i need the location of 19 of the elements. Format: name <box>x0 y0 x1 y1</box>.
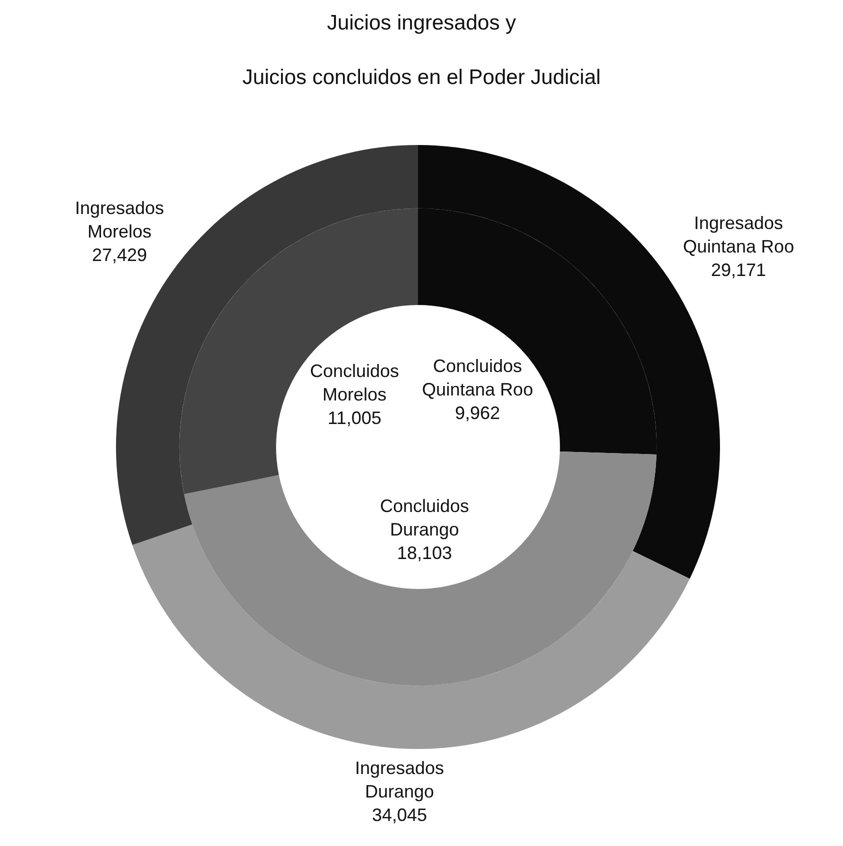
slice-label: Morelos <box>88 221 152 242</box>
data-label: 27,429 <box>92 244 148 265</box>
slice-label: Morelos <box>322 384 387 404</box>
data-label: 29,171 <box>711 260 766 280</box>
slice-label: Quintana Roo <box>422 379 534 400</box>
slice-label: Quintana Roo <box>683 236 794 256</box>
slice-label: Ingresados <box>355 758 444 778</box>
data-label: 18,103 <box>397 542 452 563</box>
data-label: 11,005 <box>328 408 382 428</box>
slice-label: Durango <box>390 519 460 540</box>
text: Concluidos <box>310 361 400 381</box>
text: Concluidos <box>380 496 470 516</box>
text: Ingresados <box>75 198 164 218</box>
slice-label: Concluidos <box>433 356 522 376</box>
data-label: 34,045 <box>372 804 428 825</box>
text: Ingresados <box>694 213 784 233</box>
chart-title: Juicios ingresados y Juicios concluidos en el Poder Judicial <box>242 12 601 90</box>
slice-label: Durango <box>365 781 434 802</box>
data-label: 9,962 <box>455 402 500 423</box>
